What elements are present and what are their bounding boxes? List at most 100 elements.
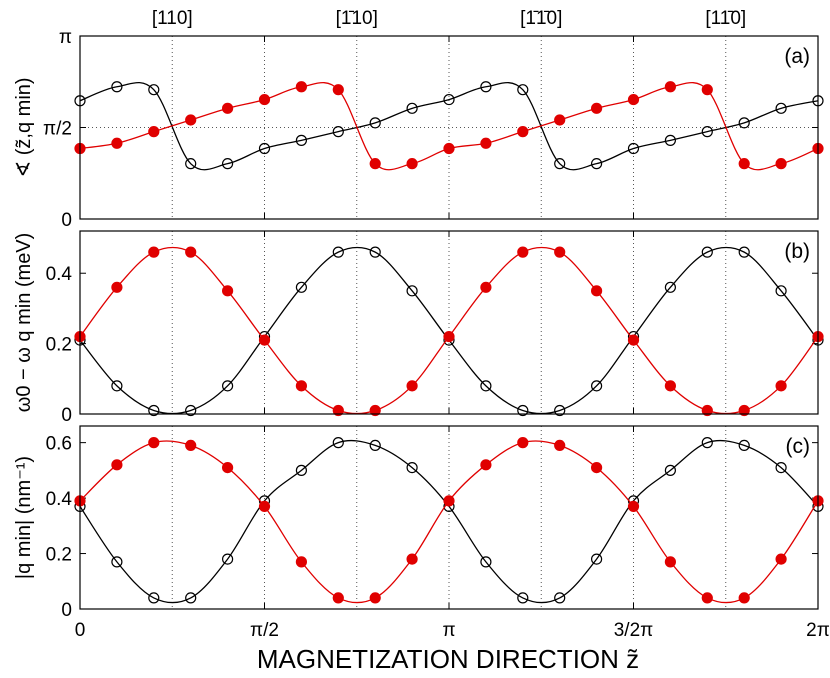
data-point-filled xyxy=(406,553,418,565)
data-point-open xyxy=(517,592,529,604)
data-point-filled xyxy=(517,126,529,138)
data-point-filled xyxy=(664,81,676,93)
data-point-open xyxy=(664,134,676,146)
panel-label: (b) xyxy=(784,240,810,263)
data-point-filled xyxy=(443,142,455,155)
data-point-open xyxy=(148,84,160,96)
x-tick-label: 3/2π xyxy=(614,620,654,641)
data-point-open xyxy=(517,84,529,96)
x-tick-label: π/2 xyxy=(250,620,279,641)
data-point-open xyxy=(221,553,234,565)
data-point-filled xyxy=(148,437,160,449)
direction-label: [11̄0] xyxy=(705,8,746,29)
data-point-open xyxy=(148,404,160,417)
data-point-open xyxy=(701,246,713,258)
data-point-filled xyxy=(554,246,566,258)
panel-c: 0 0.2 0.4 0.6 (c) |q min| (nm⁻¹) xyxy=(13,425,824,621)
data-point-filled xyxy=(295,81,308,93)
data-point-open xyxy=(627,142,640,155)
data-point-open xyxy=(406,102,418,114)
panels: 0 π/2 π (a) ∢ (z̃,q min) 0 0.2 0.4 (b) ω0 − ω q m… xyxy=(13,27,824,621)
data-point-filled xyxy=(185,439,197,452)
data-point-filled xyxy=(332,404,344,417)
data-point-filled xyxy=(111,459,123,471)
data-point-open xyxy=(332,437,344,449)
x-tick-label: 0 xyxy=(75,620,86,641)
data-point-filled xyxy=(258,334,271,346)
data-point-open xyxy=(701,437,713,449)
data-point-open xyxy=(775,461,787,474)
data-point-filled xyxy=(664,556,676,568)
y-tick-label: 0.2 xyxy=(46,545,72,566)
data-point-filled xyxy=(406,380,418,392)
data-point-filled xyxy=(443,495,455,507)
data-point-open xyxy=(517,404,529,417)
data-point-filled xyxy=(295,556,308,568)
data-point-open xyxy=(480,81,492,93)
data-point-open xyxy=(295,281,308,293)
data-point-filled xyxy=(111,137,123,149)
series-line xyxy=(79,81,819,171)
data-point-open xyxy=(480,556,492,568)
data-point-open xyxy=(369,246,381,258)
data-point-open xyxy=(443,93,455,106)
axes-frame xyxy=(79,425,819,610)
data-point-filled xyxy=(258,500,271,513)
data-point-open xyxy=(590,553,603,565)
data-point-open xyxy=(221,380,234,392)
data-point-open xyxy=(111,556,123,568)
x-tick-labels: 0 π/2 π 3/2π 2π xyxy=(75,620,830,641)
data-point-filled xyxy=(221,102,234,114)
panel-label: (c) xyxy=(786,435,811,458)
direction-label: [110] xyxy=(152,8,193,29)
data-point-open xyxy=(701,126,713,138)
data-point-open xyxy=(406,285,418,297)
y-tick-label: 0.4 xyxy=(46,489,73,510)
data-point-open xyxy=(185,592,197,604)
data-point-open xyxy=(406,461,418,474)
data-point-open xyxy=(332,246,344,258)
data-point-open xyxy=(295,464,308,476)
data-point-open xyxy=(369,117,381,129)
data-point-filled xyxy=(590,461,603,474)
data-point-filled xyxy=(738,404,750,417)
data-point-filled xyxy=(221,285,234,297)
data-point-filled xyxy=(185,246,197,258)
y-tick-label: 0.4 xyxy=(46,264,73,285)
data-point-open xyxy=(554,592,566,604)
top-axis-labels: [110] [1̄10] [1̄1̄0] [11̄0] xyxy=(152,8,746,29)
data-point-filled xyxy=(554,439,566,452)
data-point-filled xyxy=(406,158,418,170)
data-point-filled xyxy=(775,553,787,565)
data-point-filled xyxy=(775,158,787,170)
y-tick-label: 0 xyxy=(61,405,72,426)
data-point-filled xyxy=(627,500,640,513)
data-point-filled xyxy=(701,404,713,417)
data-point-filled xyxy=(295,380,308,392)
data-point-filled xyxy=(369,592,381,604)
data-point-filled xyxy=(111,281,123,293)
y-tick-label: 0.2 xyxy=(46,335,72,356)
data-point-open xyxy=(221,158,234,170)
data-point-open xyxy=(590,380,603,392)
y-tick-label: π/2 xyxy=(43,119,72,140)
data-point-filled xyxy=(664,380,676,392)
data-point-open xyxy=(369,439,381,452)
data-point-filled xyxy=(258,93,271,106)
x-tick-label: 2π xyxy=(806,620,830,641)
data-point-open xyxy=(664,464,676,476)
y-tick-label: 0.6 xyxy=(46,434,72,455)
data-point-open xyxy=(295,134,308,146)
data-point-filled xyxy=(627,93,640,106)
data-point-filled xyxy=(701,84,713,96)
data-point-filled xyxy=(148,126,160,138)
data-point-filled xyxy=(627,334,640,346)
data-point-open xyxy=(111,81,123,93)
data-point-filled xyxy=(148,246,160,258)
panel-label: (a) xyxy=(784,45,810,68)
data-point-open xyxy=(258,142,271,155)
panel-b: 0 0.2 0.4 (b) ω0 − ω q min (meV) xyxy=(13,230,824,426)
panel-a: 0 π/2 π (a) ∢ (z̃,q min) xyxy=(13,27,824,231)
direction-label: [1̄10] xyxy=(336,8,378,29)
